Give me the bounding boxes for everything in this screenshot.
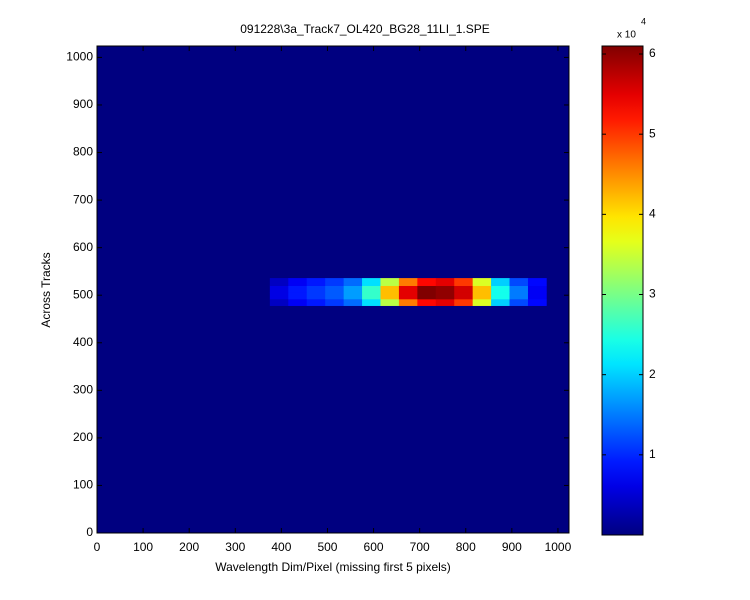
heatmap-cell	[288, 299, 308, 306]
heatmap-cell	[435, 299, 455, 306]
heatmap-cell	[491, 285, 510, 293]
colorbar-multiplier: x 10	[617, 30, 636, 41]
heatmap-cell	[435, 292, 455, 300]
heatmap-cell	[269, 292, 289, 300]
heatmap-cell	[325, 285, 344, 293]
heatmap-cell	[527, 292, 547, 300]
heatmap-cell	[398, 292, 418, 300]
heatmap-cell	[491, 299, 510, 306]
heatmap-cell	[509, 292, 529, 300]
heatmap-cell	[454, 285, 473, 293]
heatmap-cell	[325, 278, 344, 286]
y-tick-label: 500	[73, 287, 93, 301]
heatmap-cell	[380, 285, 400, 293]
y-tick-label: 700	[73, 192, 93, 206]
chart-title: 091228\3a_Track7_OL420_BG28_11LI_1.SPE	[240, 22, 490, 36]
colorbar-exponent: 4	[641, 16, 646, 26]
x-tick-label: 0	[94, 540, 101, 554]
heatmap-cell	[362, 278, 381, 286]
x-tick-label: 600	[364, 540, 384, 554]
x-tick-label: 400	[271, 540, 291, 554]
heatmap-cell	[343, 292, 363, 300]
y-axis-label: Across Tracks	[39, 252, 53, 327]
x-tick-label: 900	[502, 540, 522, 554]
heatmap-cell	[527, 278, 547, 286]
heatmap-cell	[417, 292, 437, 300]
colorbar-tick-label: 1	[649, 447, 656, 461]
colorbar-tick-label: 3	[649, 287, 656, 301]
heatmap-cell	[491, 278, 510, 286]
heatmap-cell	[269, 278, 289, 286]
heatmap-cell	[343, 285, 363, 293]
heatmap-cell	[306, 292, 326, 300]
heatmap-cell	[343, 299, 363, 306]
heatmap-cell	[398, 278, 418, 286]
heatmap-cell	[527, 285, 547, 293]
heatmap-cell	[306, 299, 326, 306]
heatmap-cell	[472, 285, 492, 293]
heatmap-cell	[454, 299, 473, 306]
heatmap-cell	[454, 278, 473, 286]
heatmap-cell	[417, 278, 437, 286]
y-tick-label: 300	[73, 382, 93, 396]
heatmap-cell	[325, 292, 344, 300]
plot-frame	[96, 45, 570, 534]
heatmap-cell	[472, 278, 492, 286]
heatmap-cell	[325, 299, 344, 306]
y-tick-label: 600	[73, 240, 93, 254]
y-tick-label: 400	[73, 335, 93, 349]
heatmap-cell	[435, 278, 455, 286]
heatmap-cell	[491, 292, 510, 300]
x-tick-label: 700	[410, 540, 430, 554]
heatmap-cell	[306, 278, 326, 286]
x-tick-label: 1000	[545, 540, 572, 554]
heatmap-cell	[343, 278, 363, 286]
heatmap-cell	[417, 299, 437, 306]
colorbar	[601, 45, 644, 536]
heatmap-cell	[288, 278, 308, 286]
x-tick-label: 100	[133, 540, 153, 554]
heatmap-cell	[269, 285, 289, 293]
colorbar-tick-label: 5	[649, 126, 656, 140]
heatmap-cell	[380, 299, 400, 306]
heatmap-cell	[454, 292, 473, 300]
heatmap-cell	[398, 285, 418, 293]
heatmap-cell	[472, 292, 492, 300]
heatmap-cell	[509, 278, 529, 286]
heatmap-cell	[306, 285, 326, 293]
heatmap-cell	[380, 278, 400, 286]
heatmap-cell	[417, 285, 437, 293]
colorbar-tick-label: 6	[649, 46, 656, 60]
y-tick-label: 1000	[66, 50, 93, 64]
y-tick-label: 0	[86, 525, 93, 539]
colorbar-tick-label: 2	[649, 367, 656, 381]
x-axis-label: Wavelength Dim/Pixel (missing first 5 pi…	[215, 560, 451, 574]
heatmap-cell	[362, 299, 381, 306]
heatmap-cell	[380, 292, 400, 300]
y-tick-label: 800	[73, 145, 93, 159]
heatmap-cell	[398, 299, 418, 306]
heatmap-cell	[509, 285, 529, 293]
x-tick-label: 200	[179, 540, 199, 554]
heatmap-cell	[288, 292, 308, 300]
heatmap-cell	[362, 292, 381, 300]
y-tick-label: 900	[73, 97, 93, 111]
x-tick-label: 300	[225, 540, 245, 554]
x-tick-label: 500	[317, 540, 337, 554]
heatmap-cell	[527, 299, 547, 306]
x-tick-label: 800	[456, 540, 476, 554]
y-tick-label: 200	[73, 430, 93, 444]
heatmap-cell	[472, 299, 492, 306]
heatmap-cell	[288, 285, 308, 293]
y-tick-label: 100	[73, 478, 93, 492]
heatmap-cell	[362, 285, 381, 293]
heatmap-cell	[269, 299, 289, 306]
colorbar-tick-label: 4	[649, 207, 656, 221]
heatmap-cell	[435, 285, 455, 293]
heatmap-cell	[509, 299, 529, 306]
